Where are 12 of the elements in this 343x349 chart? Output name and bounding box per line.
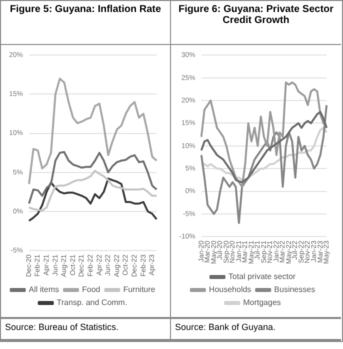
legend-label: Total private sector	[228, 272, 296, 282]
chart-title: Figure 6: Guyana: Private Sector Credit Growth	[171, 1, 341, 45]
chart-title: Figure 5: Guyana: Inflation Rate	[1, 1, 170, 45]
source-note: Source: Bureau of Statistics.	[5, 322, 119, 332]
legend-label: Mortgages	[243, 298, 281, 308]
legend-label: Transp. and Comm.	[56, 298, 128, 308]
legend-label: Households	[208, 285, 252, 294]
legend-label: Food	[82, 285, 100, 294]
legend-label: Businesses	[274, 285, 316, 294]
legend-label: Furniture	[123, 285, 156, 294]
source-note: Source: Bank of Guyana.	[175, 322, 276, 332]
legend-label: All items	[28, 285, 59, 294]
